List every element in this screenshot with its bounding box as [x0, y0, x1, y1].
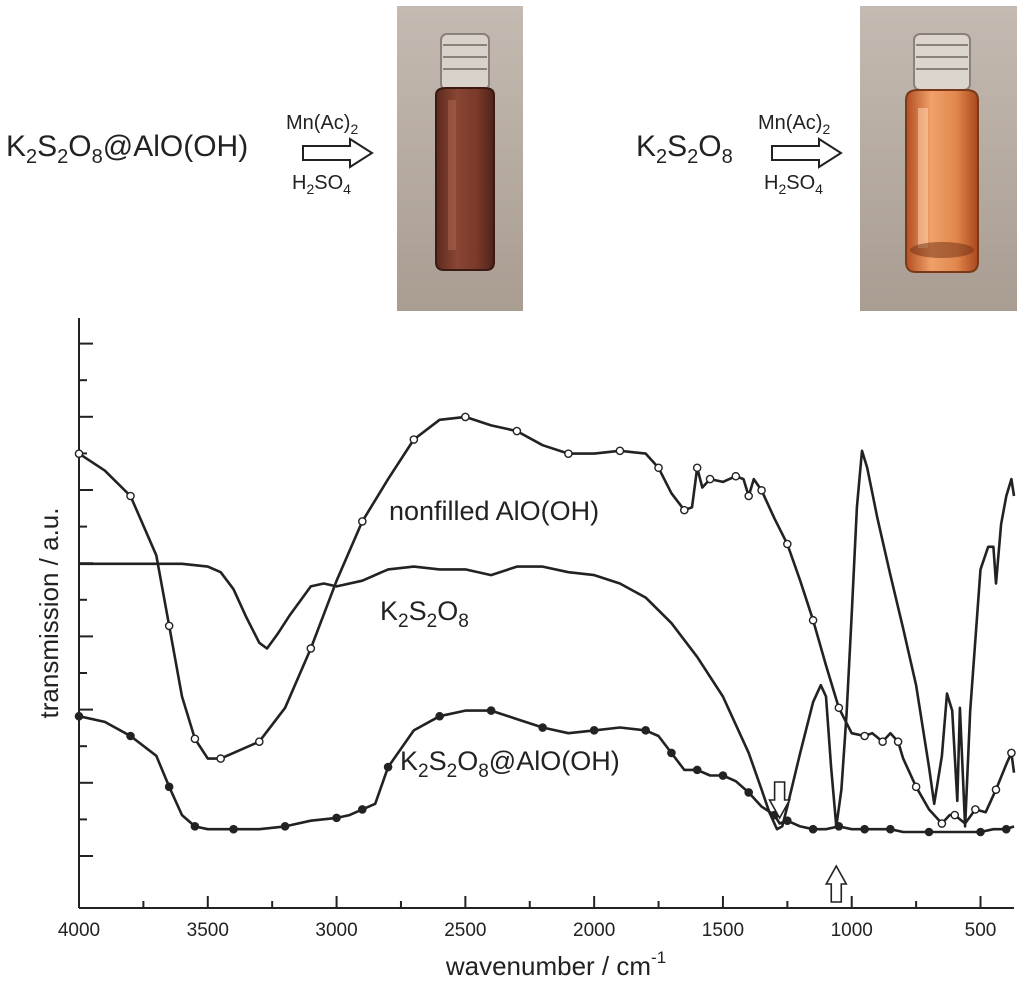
series-point-2	[229, 824, 238, 834]
series-point-2	[692, 765, 702, 775]
series-point-2	[667, 748, 676, 758]
y-axis-title: transmission / a.u.	[34, 508, 64, 719]
series-point-0	[860, 731, 869, 741]
series-point-0	[358, 517, 367, 526]
series-point-0	[937, 819, 947, 828]
series-point-0	[950, 810, 960, 820]
series-point-2	[860, 824, 869, 834]
series-point-0	[74, 449, 84, 458]
series-point-0	[654, 463, 663, 473]
series-point-2	[744, 788, 753, 797]
x-tick-label: 1000	[831, 920, 873, 941]
series-point-0	[216, 754, 225, 763]
series-point-0	[911, 782, 921, 792]
x-tick-label: 4000	[58, 920, 100, 941]
right-reagent-top: Mn(Ac)2	[758, 112, 831, 137]
y-axis-ticks	[79, 342, 93, 857]
series-point-0	[705, 474, 715, 484]
series-point-2	[538, 723, 547, 732]
series-point-0	[893, 737, 903, 746]
series-point-0	[306, 644, 316, 653]
series-point-0	[757, 486, 766, 495]
left-reagent-bottom: H2SO4	[292, 172, 351, 197]
series-point-0	[783, 539, 792, 549]
series-point-0	[834, 703, 844, 713]
x-tick-label: 3500	[187, 920, 229, 941]
left-reactant-label: K2S2O8@AlO(OH)	[6, 130, 249, 168]
series-point-2	[164, 782, 174, 792]
label-nonfilled-aloh: nonfilled AlO(OH)	[389, 496, 599, 526]
series-point-2	[1001, 824, 1011, 834]
series-point-0	[692, 463, 702, 473]
series-line-0	[78, 415, 1016, 825]
band-arrows	[768, 781, 848, 903]
series-point-2	[74, 711, 84, 721]
series-point-2	[280, 822, 290, 831]
series-point-2	[126, 731, 135, 741]
right-reactant-label: K2S2O8	[636, 130, 733, 168]
series-point-0	[126, 491, 135, 501]
series-point-0	[1007, 748, 1016, 758]
series-point-2	[358, 805, 367, 814]
series-point-2	[435, 711, 444, 721]
series-point-0	[164, 621, 174, 631]
x-tick-label: 2000	[573, 920, 615, 941]
series-point-2	[718, 771, 728, 780]
series-point-0	[971, 805, 980, 814]
series-point-2	[641, 726, 650, 735]
vial-photo-right	[860, 6, 1017, 311]
series-point-0	[991, 785, 1001, 794]
left-reaction-arrow	[302, 137, 374, 169]
series-point-0	[564, 449, 573, 458]
series-point-0	[409, 435, 419, 444]
vial-photo-left	[397, 6, 523, 311]
series-point-2	[190, 822, 200, 831]
x-tick-label: 3000	[315, 920, 357, 941]
series-point-2	[383, 762, 393, 772]
series-point-2	[886, 824, 895, 834]
up-arrow	[824, 864, 848, 903]
series-point-2	[783, 816, 792, 826]
series-point-0	[744, 491, 753, 501]
x-tick-label: 1500	[702, 920, 744, 941]
series-point-2	[332, 813, 341, 823]
x-axis-title: wavenumber / cm-1	[445, 948, 666, 981]
series-point-0	[680, 505, 689, 515]
series-point-0	[615, 446, 625, 456]
series-point-2	[924, 827, 934, 837]
series-point-0	[731, 471, 741, 481]
series-line-1	[79, 449, 1016, 831]
series-point-2	[589, 726, 599, 735]
series-point-0	[512, 426, 522, 436]
label-k2s2o8: K2S2O8	[380, 596, 469, 632]
left-reagent-top: Mn(Ac)2	[286, 112, 359, 137]
series-point-0	[808, 615, 818, 625]
series-point-0	[878, 737, 887, 746]
right-reagent-bottom: H2SO4	[764, 172, 823, 197]
series-point-0	[255, 737, 264, 746]
series-point-0	[461, 412, 470, 422]
series-point-2	[976, 827, 985, 837]
spectrum-curves	[74, 412, 1016, 837]
plot-frame	[78, 318, 1014, 909]
series-point-2	[486, 706, 496, 715]
x-axis-ticks: 4000 3500 3000 2500 2000 1500 1000 500	[58, 896, 997, 941]
x-tick-label: 500	[965, 920, 997, 941]
label-k2s2o8-aloh: K2S2O8@AlO(OH)	[400, 746, 620, 782]
x-tick-label: 2500	[444, 920, 486, 941]
down-arrow	[768, 781, 791, 820]
series-point-2	[808, 824, 818, 834]
series-point-2	[834, 822, 844, 831]
right-reaction-arrow	[771, 137, 843, 169]
series-point-0	[190, 734, 200, 744]
